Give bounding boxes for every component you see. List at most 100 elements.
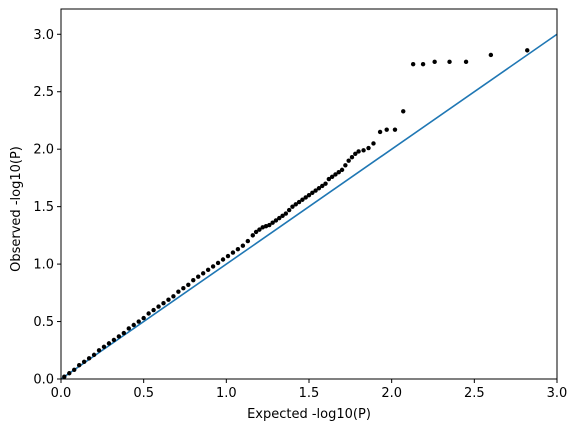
data-point bbox=[171, 294, 176, 299]
data-point bbox=[371, 141, 376, 146]
data-point bbox=[200, 271, 206, 276]
data-point bbox=[346, 158, 351, 163]
data-point bbox=[126, 326, 131, 331]
data-point bbox=[401, 109, 406, 114]
data-point bbox=[181, 286, 186, 291]
y-tick-label: 2.5 bbox=[33, 85, 54, 100]
data-point bbox=[329, 174, 335, 179]
data-point bbox=[196, 274, 201, 279]
y-tick-label: 0.5 bbox=[33, 315, 54, 330]
y-axis-label: Observed -log10(P) bbox=[9, 146, 24, 272]
data-point bbox=[210, 264, 216, 269]
data-point bbox=[286, 207, 292, 213]
data-point bbox=[81, 359, 87, 364]
data-point bbox=[156, 304, 161, 309]
data-point bbox=[432, 59, 437, 65]
data-point bbox=[320, 183, 325, 189]
data-point bbox=[161, 300, 166, 306]
data-point bbox=[186, 282, 191, 287]
data-point bbox=[111, 337, 117, 343]
data-point bbox=[300, 197, 305, 202]
y-tick-label: 1.0 bbox=[33, 258, 54, 273]
data-point bbox=[410, 61, 416, 67]
data-point bbox=[283, 211, 289, 216]
data-point bbox=[277, 215, 282, 221]
data-point bbox=[220, 257, 226, 262]
data-point bbox=[245, 238, 251, 244]
data-point bbox=[267, 222, 272, 228]
data-point bbox=[146, 311, 151, 316]
data-point bbox=[316, 186, 322, 191]
data-point bbox=[353, 151, 358, 156]
data-point bbox=[101, 344, 107, 350]
data-point bbox=[392, 127, 398, 132]
data-point bbox=[106, 341, 112, 346]
data-point bbox=[96, 348, 102, 353]
data-point bbox=[293, 202, 298, 207]
data-point bbox=[240, 243, 246, 248]
data-point bbox=[131, 322, 136, 328]
data-point bbox=[296, 199, 302, 205]
data-point bbox=[339, 167, 345, 173]
data-point bbox=[384, 127, 389, 132]
data-point bbox=[263, 223, 269, 229]
data-point bbox=[257, 227, 262, 232]
data-point bbox=[62, 374, 67, 379]
data-point bbox=[377, 129, 383, 135]
x-tick-label: 0.5 bbox=[133, 386, 154, 401]
data-point bbox=[366, 145, 371, 151]
data-point bbox=[72, 367, 77, 373]
data-point bbox=[205, 267, 211, 273]
data-point bbox=[235, 246, 241, 252]
data-point bbox=[488, 52, 494, 58]
data-point bbox=[525, 48, 530, 53]
data-point bbox=[361, 148, 366, 153]
data-point bbox=[356, 149, 361, 154]
data-point bbox=[313, 188, 318, 193]
data-point bbox=[166, 297, 171, 302]
data-point bbox=[121, 330, 127, 336]
data-point bbox=[141, 315, 146, 321]
x-tick-label: 1.5 bbox=[299, 386, 320, 401]
data-point bbox=[260, 225, 265, 230]
x-tick-label: 2.5 bbox=[464, 386, 485, 401]
data-point bbox=[280, 213, 285, 219]
x-tick-label: 1.0 bbox=[216, 386, 237, 401]
data-point bbox=[323, 181, 328, 186]
data-point bbox=[136, 319, 141, 324]
data-point bbox=[67, 371, 72, 376]
x-tick-label: 2.0 bbox=[381, 386, 402, 401]
data-point bbox=[253, 229, 259, 235]
data-point bbox=[86, 356, 92, 361]
data-point bbox=[290, 204, 295, 209]
x-axis-label: Expected -log10(P) bbox=[247, 407, 371, 422]
data-point bbox=[310, 190, 315, 196]
data-point bbox=[343, 163, 348, 168]
data-point bbox=[303, 195, 308, 200]
data-point bbox=[250, 233, 255, 238]
x-tick-label: 3.0 bbox=[547, 386, 568, 401]
data-point bbox=[273, 218, 279, 223]
y-tick-label: 2.0 bbox=[33, 143, 54, 158]
data-point bbox=[336, 169, 341, 175]
data-point bbox=[191, 277, 196, 283]
data-point bbox=[306, 192, 312, 198]
x-tick-label: 0.0 bbox=[51, 386, 72, 401]
y-tick-label: 0.0 bbox=[33, 373, 54, 388]
data-point bbox=[333, 172, 338, 177]
tick-marks bbox=[57, 33, 558, 383]
data-point bbox=[349, 155, 355, 160]
data-point bbox=[116, 334, 122, 339]
data-point bbox=[270, 220, 275, 225]
data-point bbox=[463, 59, 469, 65]
data-point bbox=[215, 260, 221, 266]
data-point bbox=[230, 250, 236, 255]
data-point bbox=[76, 363, 82, 368]
reference-line bbox=[60, 33, 558, 380]
data-point bbox=[225, 253, 231, 259]
data-point bbox=[326, 176, 332, 182]
data-point bbox=[420, 61, 426, 67]
data-point bbox=[447, 59, 452, 65]
data-point bbox=[176, 289, 181, 294]
